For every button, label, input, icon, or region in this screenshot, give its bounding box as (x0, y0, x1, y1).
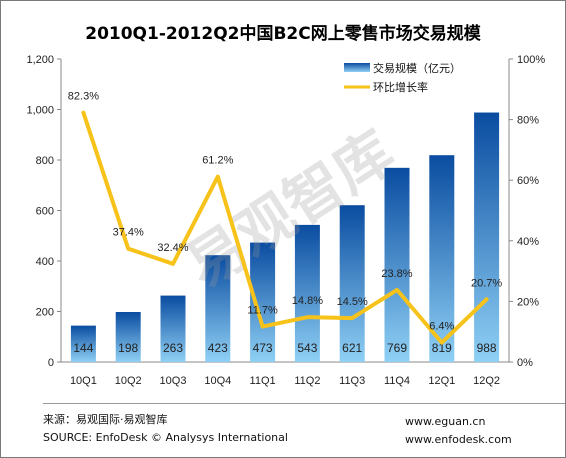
chart-title: 2010Q1-2012Q2中国B2C网上零售市场交易规模 (85, 23, 482, 44)
bar-value-label: 769 (387, 341, 407, 355)
bar (339, 205, 365, 362)
x-tick-label: 11Q1 (250, 375, 276, 387)
bar-value-label: 198 (118, 341, 138, 355)
y2-tick-label: 20% (517, 296, 539, 308)
bar (294, 224, 320, 362)
x-tick-label: 12Q1 (428, 375, 455, 387)
bar (115, 312, 141, 362)
x-tick-label: 12Q2 (473, 375, 500, 387)
legend: 交易规模（亿元） 环比增长率 (344, 61, 461, 94)
y2-tick-label: 40% (517, 236, 539, 248)
growth-label: 37.4% (113, 227, 144, 239)
bar (160, 295, 186, 362)
growth-label: 11.7% (247, 305, 278, 317)
y2-tick-label: 100% (517, 54, 545, 66)
bar-value-label: 263 (163, 341, 183, 355)
bar-value-label: 423 (208, 341, 228, 355)
y-tick-label: 400 (36, 256, 54, 268)
y-tick-label: 0 (48, 357, 54, 369)
growth-label: 14.5% (337, 296, 368, 308)
growth-point (350, 316, 354, 320)
growth-labels: 82.3% 37.4% 32.4% 61.2% 11.7% 14.8% 14.5% 23.8%… (68, 91, 503, 333)
y-tick-label: 800 (36, 155, 54, 167)
growth-label: 32.4% (157, 242, 188, 254)
watermark: 易观智库 (174, 118, 406, 301)
bar-value-label: 988 (477, 341, 497, 355)
x-tick-label: 11Q4 (384, 375, 410, 387)
bar-value-labels: 144 198 263 423 473 543 621 769 819 988 (73, 341, 497, 355)
growth-point (261, 325, 265, 329)
bar (205, 255, 231, 362)
x-tick-label: 10Q3 (160, 375, 187, 387)
bar-value-label: 543 (297, 341, 317, 355)
bar-value-label: 144 (73, 341, 93, 355)
footer-separator (43, 403, 565, 404)
bar (474, 112, 500, 362)
growth-point (126, 247, 130, 251)
url-enfodesk: www.enfodesk.com (405, 433, 512, 446)
growth-label: 23.8% (381, 268, 412, 280)
bar-value-label: 819 (432, 341, 452, 355)
growth-point (395, 288, 399, 292)
chart-canvas: 2010Q1-2012Q2中国B2C网上零售市场交易规模 0 200 400 600 8… (26, 23, 545, 387)
y-tick-label: 600 (36, 206, 54, 218)
url-eguan: www.eguan.cn (405, 415, 486, 428)
y-tick-label: 1,200 (26, 54, 54, 66)
growth-point (305, 315, 309, 319)
y2-tick-label: 60% (517, 175, 539, 187)
y-tick-label: 200 (36, 307, 54, 319)
growth-label: 82.3% (68, 91, 99, 103)
bar-series (70, 112, 500, 362)
source-cn: 来源：易观国际·易观智库 (43, 413, 168, 426)
y2-tick-label: 0% (517, 357, 533, 369)
growth-label: 6.4% (429, 321, 454, 333)
x-tick-label: 10Q4 (204, 375, 231, 387)
y-tick-label: 1,000 (26, 105, 54, 117)
bar (429, 155, 455, 362)
bar-value-label: 473 (253, 341, 273, 355)
growth-point (216, 175, 220, 179)
growth-point (440, 341, 444, 345)
bar-value-label: 621 (342, 341, 362, 355)
growth-line-series (81, 110, 489, 345)
bar (384, 167, 410, 362)
bar (70, 325, 96, 362)
x-tick-labels: 10Q1 10Q2 10Q3 10Q4 11Q1 11Q2 11Q3 11Q4 12Q1 12Q2 (70, 375, 500, 387)
growth-label: 20.7% (471, 277, 502, 289)
x-tick-label: 11Q2 (294, 375, 320, 387)
growth-label: 14.8% (292, 295, 323, 307)
y2-tick-label: 80% (517, 115, 539, 127)
growth-line (81, 110, 489, 345)
growth-label: 61.2% (202, 155, 233, 167)
x-tick-label: 10Q1 (70, 375, 97, 387)
x-tick-label: 11Q3 (339, 375, 365, 387)
legend-bar-label: 交易规模（亿元） (373, 61, 461, 75)
growth-point (81, 111, 85, 115)
growth-point (485, 297, 489, 301)
growth-point (171, 262, 175, 266)
source-en: SOURCE: EnfoDesk © Analysys Internationa… (43, 431, 288, 444)
legend-line-label: 环比增长率 (373, 80, 428, 94)
legend-bar-swatch (344, 63, 370, 72)
x-tick-label: 10Q2 (115, 375, 142, 387)
